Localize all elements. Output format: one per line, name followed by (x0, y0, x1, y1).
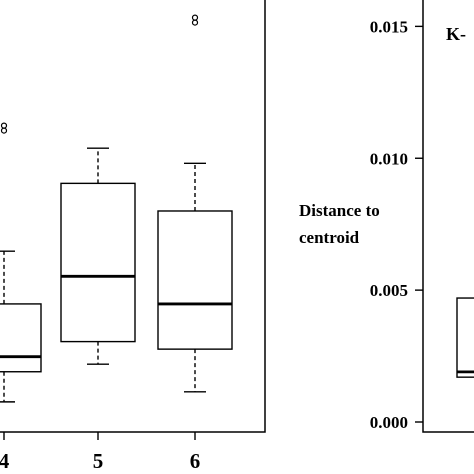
box-5 (60, 147, 136, 365)
y-tick-label: 0.000 (370, 413, 408, 432)
right-panel-frame (422, 0, 474, 433)
right-y-axis: 0.000 0.005 0.010 0.015 (370, 17, 423, 432)
left-x-axis: 4 5 6 (0, 432, 200, 473)
x-tick-label: 6 (190, 449, 201, 473)
y-tick-label: 0.015 (370, 17, 408, 36)
outlier-point (0, 127, 8, 134)
y-tick-label: 0.005 (370, 281, 408, 300)
box-6 (157, 14, 233, 393)
y-tick-label: 0.010 (370, 149, 408, 168)
box-4 (0, 122, 42, 403)
right-box (456, 297, 474, 378)
outlier-point (191, 14, 199, 21)
right-box-series (456, 297, 474, 378)
iqr-box (0, 303, 42, 373)
iqr-box (60, 182, 136, 343)
iqr-box (456, 297, 474, 378)
y-axis-label-line-1: Distance to (299, 201, 380, 220)
right-panel-title: K- (446, 24, 466, 44)
left-box-series (0, 14, 233, 403)
iqr-box (157, 210, 233, 350)
y-axis-label-line-2: centroid (299, 228, 360, 247)
left-panel-frame (0, 0, 266, 433)
x-tick-label: 4 (0, 449, 10, 473)
outlier-point (191, 19, 199, 26)
x-tick-label: 5 (93, 449, 104, 473)
outlier-point (0, 122, 8, 129)
